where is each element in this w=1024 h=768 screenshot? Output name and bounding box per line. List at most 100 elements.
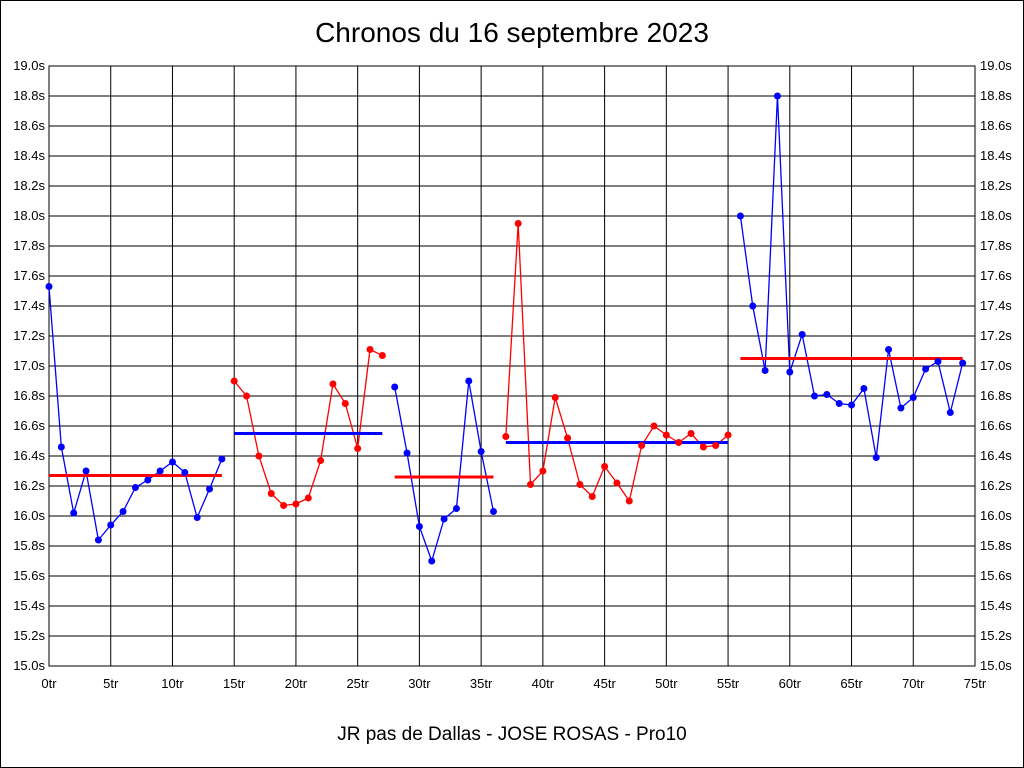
chart-subtitle: JR pas de Dallas - JOSE ROSAS - Pro10 bbox=[337, 724, 687, 745]
y-tick-label-right: 16.8s bbox=[980, 388, 1012, 403]
y-tick-label-right: 15.8s bbox=[980, 538, 1012, 553]
data-point bbox=[94, 536, 102, 544]
data-point bbox=[712, 442, 720, 449]
data-point bbox=[57, 443, 65, 451]
data-point bbox=[699, 443, 707, 451]
data-point bbox=[415, 523, 423, 530]
y-tick-label-left: 16.8s bbox=[13, 388, 45, 403]
data-point bbox=[934, 358, 942, 365]
x-tick-label: 10tr bbox=[161, 676, 184, 691]
x-tick-label: 60tr bbox=[779, 676, 802, 691]
y-tick-label-left: 16.4s bbox=[13, 448, 45, 463]
data-point bbox=[144, 476, 152, 484]
y-tick-label-right: 17.8s bbox=[980, 238, 1012, 253]
y-tick-label-right: 17.2s bbox=[980, 328, 1012, 343]
y-tick-label-left: 18.4s bbox=[13, 148, 45, 163]
y-tick-label-right: 18.0s bbox=[980, 208, 1012, 223]
data-point bbox=[206, 485, 214, 493]
x-tick-label: 25tr bbox=[346, 676, 369, 691]
series-line bbox=[48, 286, 223, 542]
x-tick-label: 50tr bbox=[655, 676, 678, 691]
data-point bbox=[959, 359, 967, 367]
x-tick-label: 20tr bbox=[285, 676, 308, 691]
x-tick-label: 30tr bbox=[408, 676, 431, 691]
data-point bbox=[946, 409, 954, 416]
y-tick-label-right: 19.0s bbox=[980, 58, 1012, 73]
x-tick-label: 65tr bbox=[840, 676, 863, 691]
data-point bbox=[514, 220, 522, 227]
series-line bbox=[505, 223, 729, 503]
y-tick-label-right: 17.0s bbox=[980, 358, 1012, 373]
data-point bbox=[749, 302, 757, 310]
y-tick-label-left: 18.0s bbox=[13, 208, 45, 223]
y-tick-label-left: 17.2s bbox=[13, 328, 45, 343]
data-point bbox=[909, 394, 917, 401]
y-tick-label-left: 16.2s bbox=[13, 478, 45, 493]
data-point bbox=[292, 500, 300, 508]
data-point bbox=[897, 404, 905, 412]
y-tick-label-right: 18.2s bbox=[980, 178, 1012, 193]
data-point bbox=[366, 346, 374, 353]
data-point bbox=[107, 521, 115, 529]
data-point bbox=[872, 454, 880, 461]
data-point bbox=[218, 455, 226, 463]
data-point bbox=[724, 431, 732, 439]
data-point bbox=[773, 92, 781, 100]
data-point bbox=[243, 392, 251, 400]
y-tick-label-left: 17.6s bbox=[13, 268, 45, 283]
y-tick-label-left: 18.6s bbox=[13, 118, 45, 133]
series-line bbox=[233, 348, 383, 507]
data-point bbox=[786, 368, 794, 376]
data-point bbox=[131, 484, 139, 491]
data-point bbox=[70, 509, 78, 517]
y-tick-label-left: 17.4s bbox=[13, 298, 45, 313]
data-point bbox=[539, 467, 547, 475]
y-tick-label-left: 15.4s bbox=[13, 598, 45, 613]
data-point bbox=[527, 481, 535, 488]
data-point bbox=[823, 391, 831, 398]
y-tick-label-right: 17.4s bbox=[980, 298, 1012, 313]
y-tick-label-left: 17.0s bbox=[13, 358, 45, 373]
data-point bbox=[798, 331, 806, 338]
plot-border bbox=[48, 65, 976, 667]
data-point bbox=[675, 439, 683, 446]
data-point bbox=[576, 481, 584, 488]
y-tick-label-right: 15.6s bbox=[980, 568, 1012, 583]
x-tick-label: 35tr bbox=[470, 676, 493, 691]
data-point bbox=[477, 448, 485, 455]
y-tick-label-right: 16.0s bbox=[980, 508, 1012, 523]
data-point bbox=[687, 430, 695, 437]
data-point bbox=[181, 469, 189, 476]
data-point bbox=[156, 467, 164, 475]
data-point bbox=[280, 502, 288, 509]
data-point bbox=[452, 505, 460, 512]
y-tick-label-right: 18.6s bbox=[980, 118, 1012, 133]
data-point bbox=[317, 457, 325, 464]
y-tick-label-left: 18.2s bbox=[13, 178, 45, 193]
x-tick-label: 40tr bbox=[532, 676, 555, 691]
y-tick-label-left: 17.8s bbox=[13, 238, 45, 253]
data-point bbox=[267, 490, 275, 497]
x-tick-label: 55tr bbox=[717, 676, 740, 691]
y-tick-label-left: 15.8s bbox=[13, 538, 45, 553]
data-point bbox=[193, 514, 201, 521]
data-point bbox=[601, 463, 609, 470]
data-point bbox=[761, 367, 769, 374]
data-point bbox=[588, 493, 596, 500]
data-point bbox=[440, 515, 448, 523]
y-tick-label-right: 16.6s bbox=[980, 418, 1012, 433]
data-point bbox=[489, 508, 497, 515]
data-point bbox=[428, 557, 436, 565]
data-point bbox=[391, 383, 399, 391]
data-point bbox=[354, 445, 362, 452]
y-tick-label-right: 17.6s bbox=[980, 268, 1012, 283]
y-tick-label-left: 16.0s bbox=[13, 508, 45, 523]
data-point bbox=[403, 449, 411, 457]
data-point bbox=[736, 212, 744, 220]
data-point bbox=[613, 479, 621, 487]
data-point bbox=[810, 392, 818, 400]
data-point bbox=[45, 283, 53, 290]
data-point bbox=[341, 400, 349, 407]
data-point bbox=[168, 458, 176, 466]
